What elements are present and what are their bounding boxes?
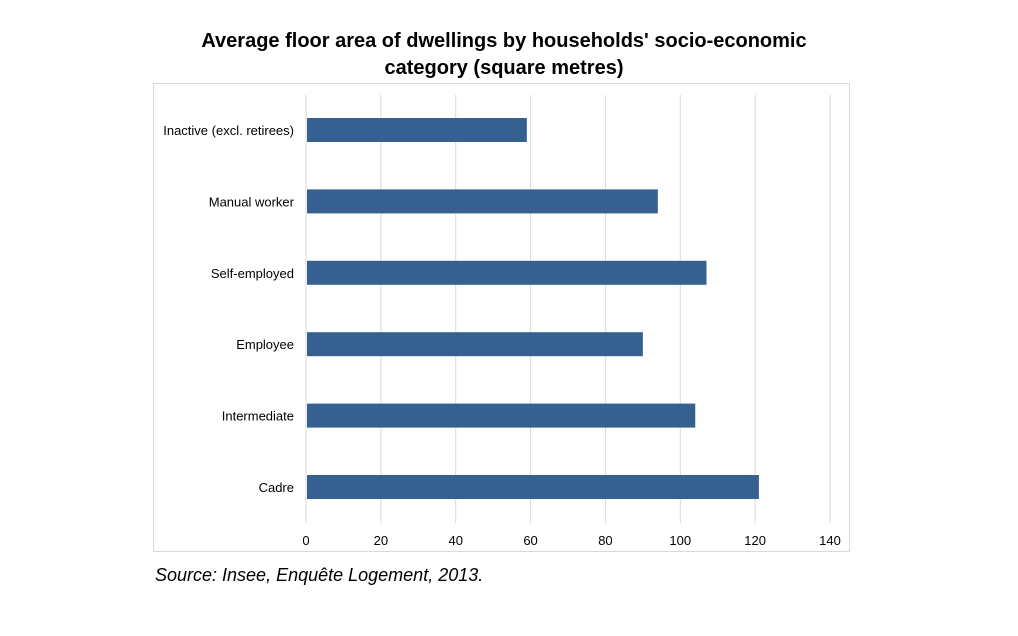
category-label: Employee [236, 337, 294, 352]
x-tick-label: 100 [669, 533, 691, 548]
bar [307, 403, 696, 428]
bar [307, 475, 759, 499]
chart-title-line-2: category (square metres) [384, 57, 624, 79]
bar [307, 189, 658, 214]
category-label: Inactive (excl. retirees) [163, 123, 294, 138]
gridlines [305, 95, 831, 523]
x-tick-label: 40 [448, 533, 462, 548]
category-label: Manual worker [209, 194, 295, 209]
x-tick-label: 120 [744, 533, 766, 548]
category-label: Cadre [259, 480, 294, 495]
source-note: Source: Insee, Enquête Logement, 2013. [155, 565, 484, 585]
x-tick-label: 60 [523, 533, 537, 548]
category-label: Intermediate [222, 409, 294, 424]
category-label: Self-employed [211, 266, 294, 281]
x-tick-label: 80 [598, 533, 612, 548]
x-tick-label: 0 [302, 533, 309, 548]
chart-frame [153, 83, 850, 552]
chart-title: Average floor area of dwellings by house… [0, 28, 1008, 82]
category-labels: Inactive (excl. retirees) Manual worker Se… [163, 123, 294, 495]
x-tick-label: 140 [819, 533, 841, 548]
bar [307, 332, 643, 357]
x-tick-labels: 0 20 40 60 80 100 120 140 [302, 533, 840, 548]
chart-title-line-1: Average floor area of dwellings by house… [201, 30, 807, 52]
x-tick-label: 20 [374, 533, 388, 548]
bar [307, 260, 707, 285]
bar [307, 118, 527, 142]
bars [307, 118, 759, 499]
